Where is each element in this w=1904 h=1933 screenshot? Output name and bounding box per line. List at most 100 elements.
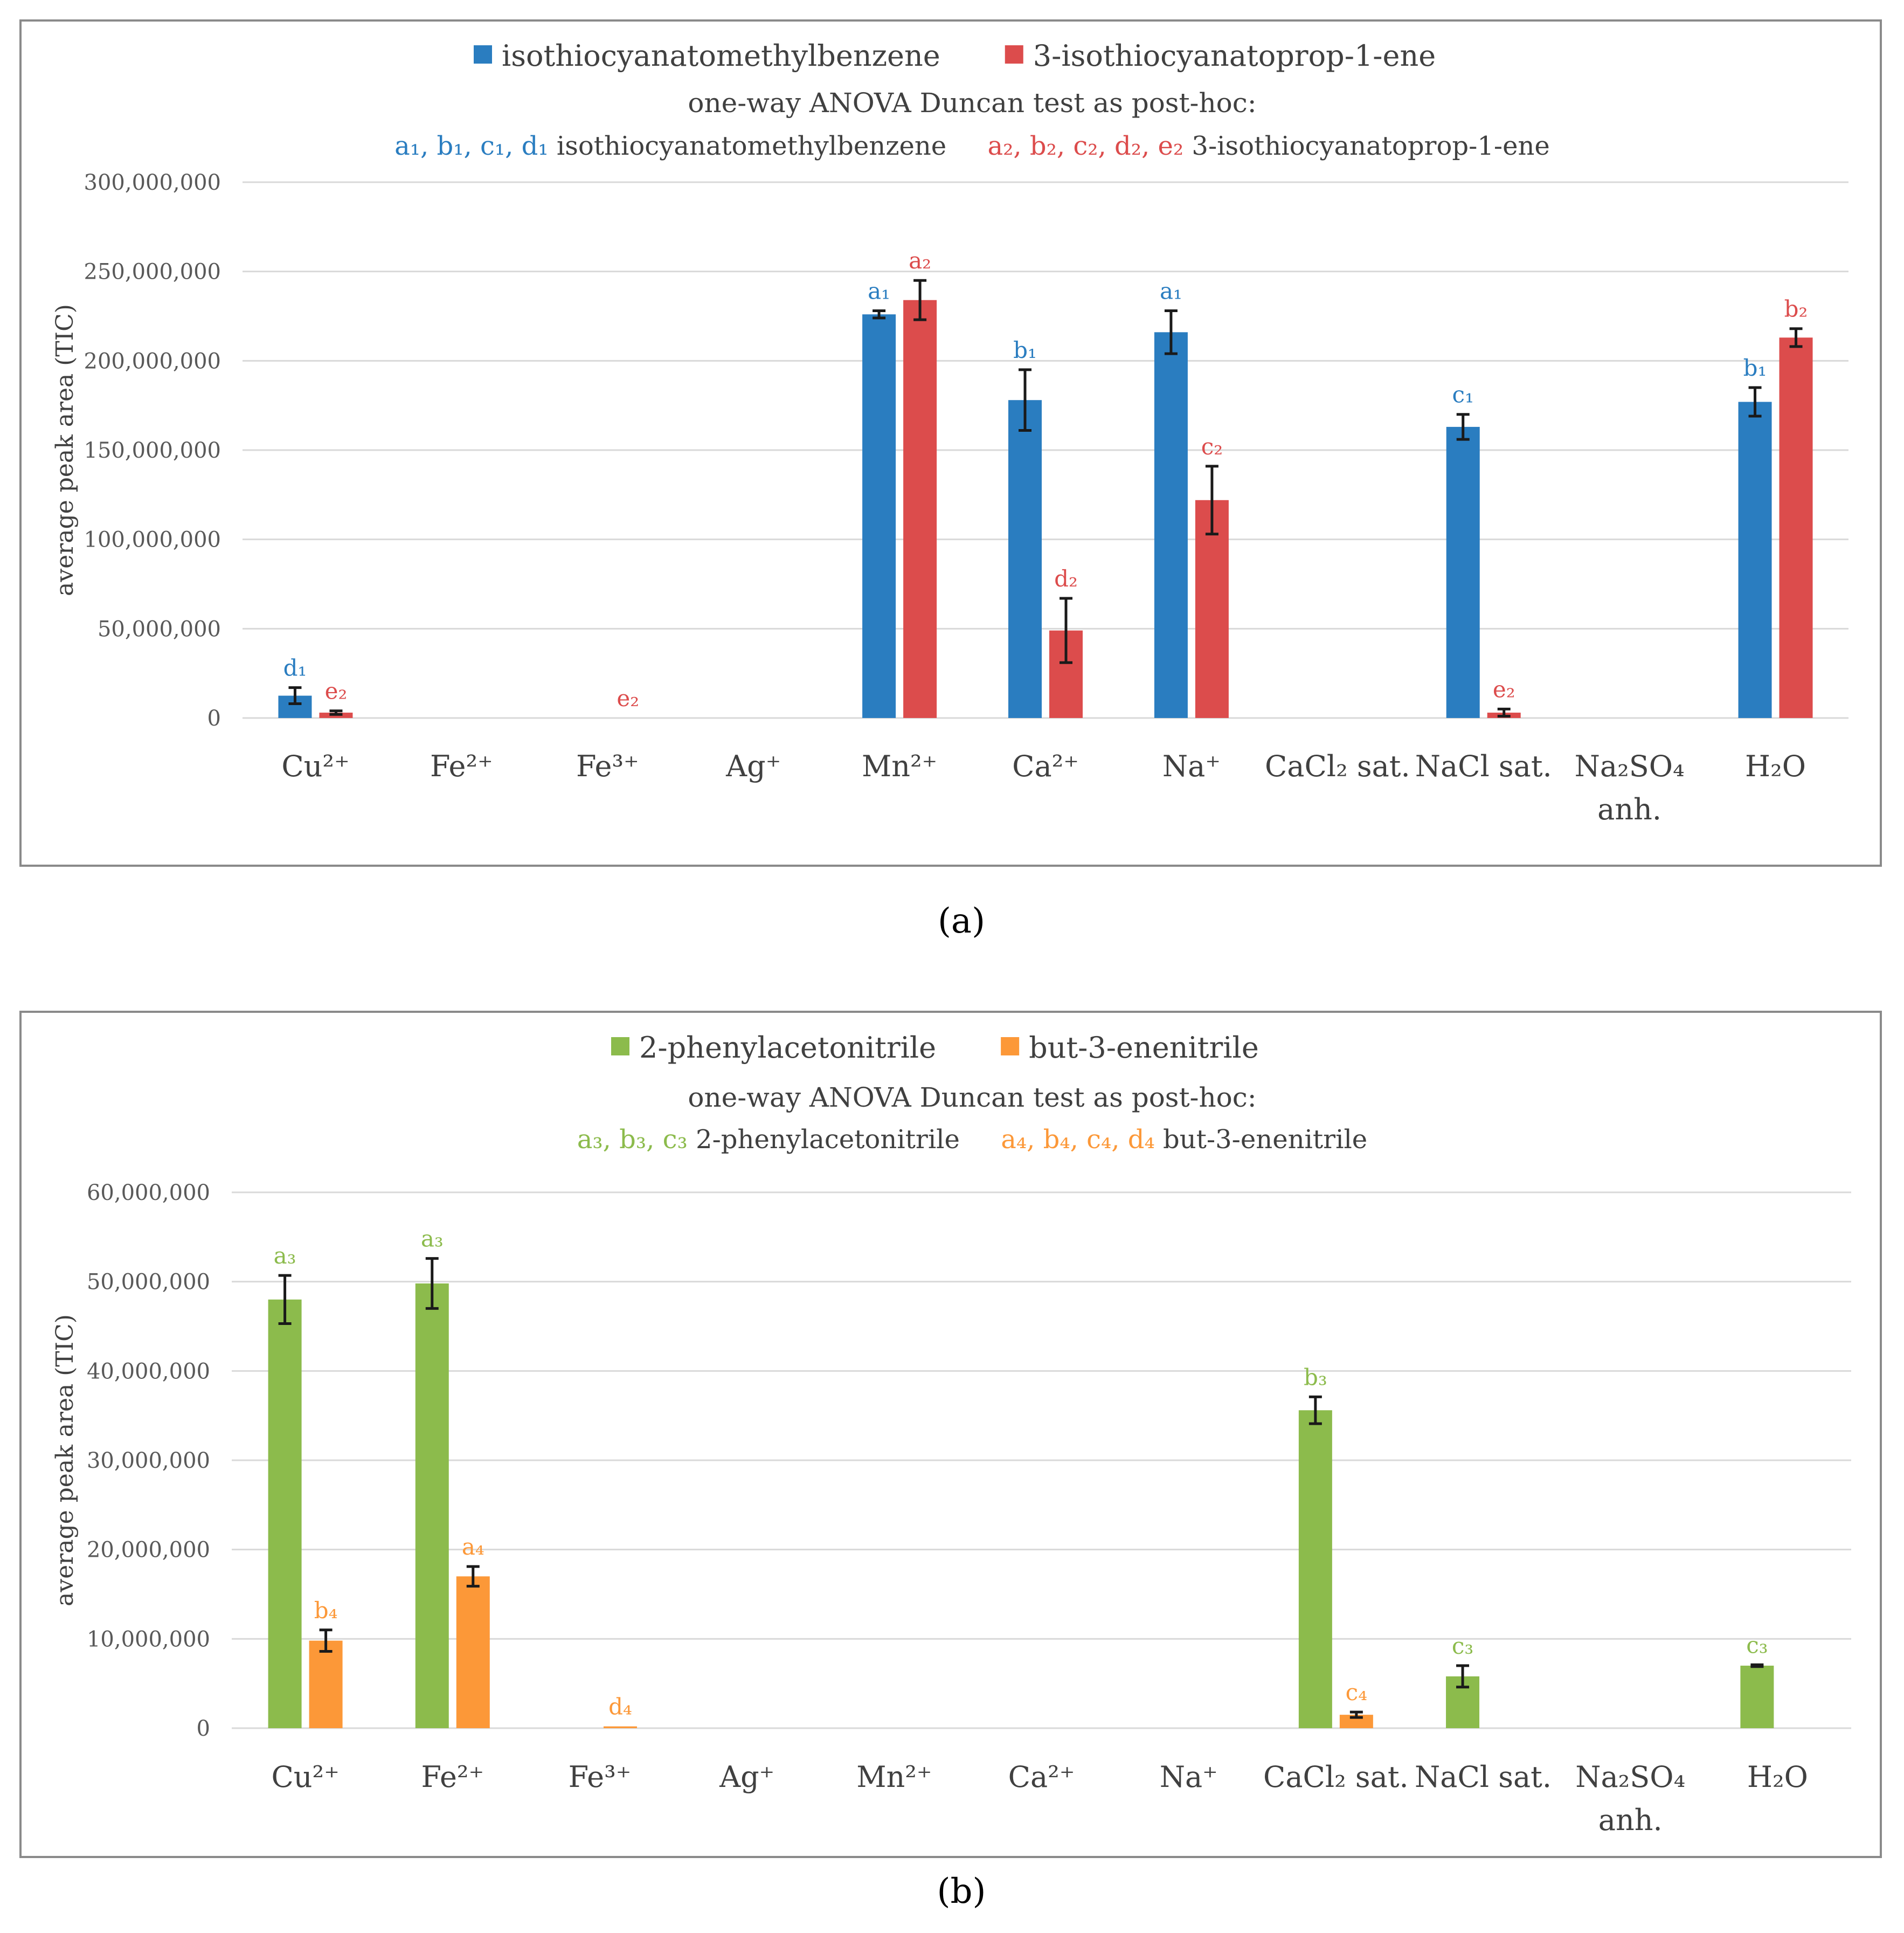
significance-label: c₄	[1346, 1679, 1367, 1706]
x-category-label: NaCl sat.	[1415, 1760, 1552, 1794]
x-category-label: Na⁺	[1160, 1760, 1218, 1794]
significance-label: a₂	[909, 247, 931, 274]
bar	[1779, 337, 1813, 718]
error-bar	[1456, 413, 1470, 441]
significance-label: b₁	[1743, 355, 1767, 381]
panel-caption: (b)	[937, 1872, 986, 1911]
x-category-label: Cu²⁺	[271, 1760, 339, 1794]
legend-swatch	[1005, 45, 1023, 64]
error-bar	[1456, 1664, 1470, 1689]
error-bar	[278, 1274, 292, 1326]
significance-legend: a₁, b₁, c₁, d₁ isothiocyanatomethylbenze…	[394, 131, 1550, 161]
y-axis-title: average peak area (TIC)	[51, 1314, 79, 1606]
significance-label: a₃	[274, 1242, 296, 1269]
y-tick-label: 100,000,000	[84, 528, 221, 553]
x-category-label: Fe²⁺	[421, 1760, 484, 1794]
significance-label: b₄	[314, 1597, 338, 1624]
legend-swatch	[1001, 1037, 1020, 1055]
significance-label: c₂	[1201, 433, 1223, 460]
x-category-label: Ca²⁺	[1008, 1760, 1075, 1794]
bar	[1008, 400, 1042, 718]
significance-letters: a₄, b₄, c₄, d₄	[960, 1124, 1155, 1155]
x-category-label: Fe²⁺	[430, 749, 493, 783]
error-bar	[1060, 597, 1072, 664]
y-tick-label: 50,000,000	[87, 1270, 210, 1295]
bar	[603, 1726, 637, 1728]
significance-label: c₃	[1746, 1632, 1768, 1658]
significance-letters: a₁, b₁, c₁, d₁	[394, 131, 548, 161]
significance-label: e₂	[325, 678, 348, 705]
y-tick-label: 30,000,000	[87, 1448, 210, 1473]
bar	[415, 1283, 449, 1728]
significance-label: b₁	[1013, 337, 1037, 363]
legend-swatch	[474, 45, 492, 64]
x-category-label: Mn²⁺	[862, 749, 937, 783]
x-category-label: CaCl₂ sat.	[1265, 749, 1410, 783]
significance-label: a₃	[421, 1226, 444, 1252]
y-tick-label: 0	[207, 706, 221, 731]
y-tick-label: 50,000,000	[98, 617, 221, 641]
error-bar	[1164, 309, 1178, 355]
error-bar	[1789, 327, 1803, 348]
error-bar	[319, 1628, 333, 1653]
x-category-label: Ag⁺	[725, 749, 781, 783]
bar	[309, 1640, 343, 1728]
significance-label: c₁	[1452, 382, 1474, 408]
significance-label: a₁	[1160, 278, 1182, 305]
error-bar	[1349, 1710, 1363, 1719]
significance-label: b₂	[1784, 296, 1808, 322]
significance-legend: a₃, b₃, c₃ 2-phenylacetonitrile a₄, b₄, …	[577, 1124, 1367, 1155]
x-category-label: Fe³⁺	[569, 1760, 632, 1794]
y-tick-label: 60,000,000	[87, 1180, 210, 1205]
significance-label: a₁	[868, 278, 890, 305]
chart-panel-b: 2-phenylacetonitrile but-3-enenitrile one-…	[19, 1011, 1882, 1911]
panel-frame	[19, 19, 1882, 867]
y-tick-label: 200,000,000	[84, 349, 221, 374]
x-category-label: Fe³⁺	[576, 749, 639, 783]
x-category-label: Na⁺	[1162, 749, 1221, 783]
significance-label: d₁	[283, 655, 307, 681]
error-bar	[466, 1565, 480, 1588]
x-category-label: Ag⁺	[719, 1760, 774, 1794]
x-category-label-line2: anh.	[1598, 1803, 1663, 1837]
legend-label: 3-isothiocyanatoprop-1-ene	[1033, 39, 1436, 73]
bar	[1740, 1666, 1774, 1728]
legend-swatch	[611, 1037, 629, 1055]
bar	[456, 1576, 490, 1728]
bar	[903, 300, 937, 718]
x-category-label: H₂O	[1745, 749, 1806, 783]
significance-label: c₃	[1452, 1633, 1473, 1659]
error-bar	[1497, 707, 1511, 718]
significance-compound: but-3-enenitrile	[1155, 1124, 1368, 1155]
bar	[862, 314, 896, 718]
error-bar	[288, 686, 302, 705]
chart-panel-a: isothiocyanatomethylbenzene 3-isothiocyan…	[19, 19, 1882, 941]
x-category-label: H₂O	[1747, 1760, 1808, 1794]
error-bar	[913, 279, 927, 321]
y-tick-label: 300,000,000	[84, 170, 221, 195]
legend-label: but-3-enenitrile	[1029, 1031, 1259, 1065]
x-category-label: NaCl sat.	[1415, 749, 1552, 783]
x-category-label: Cu²⁺	[281, 749, 349, 783]
y-tick-label: 40,000,000	[87, 1359, 210, 1384]
error-bar	[425, 1257, 439, 1310]
error-bar	[1019, 368, 1031, 432]
error-bar	[873, 309, 886, 320]
bar	[1298, 1410, 1332, 1728]
significance-label: d₄	[608, 1694, 632, 1720]
error-bar	[1308, 1395, 1322, 1425]
legend-label: isothiocyanatomethylbenzene	[502, 39, 940, 73]
y-tick-label: 20,000,000	[87, 1538, 210, 1563]
significance-label: d₂	[1054, 565, 1078, 592]
y-tick-label: 250,000,000	[84, 260, 221, 285]
error-bar	[1750, 1663, 1764, 1668]
significance-label: e₂	[1493, 676, 1515, 702]
significance-letters: a₂, b₂, c₂, d₂, e₂	[946, 131, 1183, 161]
x-category-label: Na₂SO₄	[1575, 749, 1685, 783]
significance-label: e₂	[617, 685, 639, 712]
x-category-label: Ca²⁺	[1012, 749, 1079, 783]
significance-letters: a₃, b₃, c₃	[577, 1124, 688, 1155]
anova-subtitle: one-way ANOVA Duncan test as post-hoc:	[688, 1082, 1256, 1113]
error-bar	[329, 709, 343, 716]
